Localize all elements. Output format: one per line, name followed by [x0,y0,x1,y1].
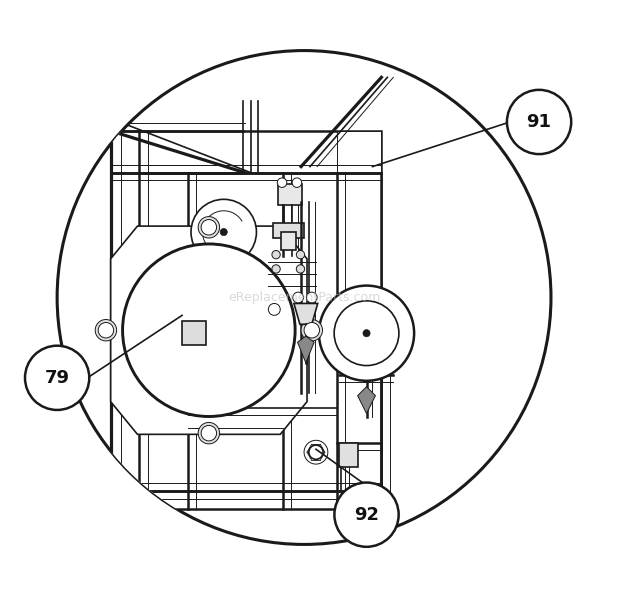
Circle shape [293,292,303,303]
Circle shape [334,301,399,365]
Polygon shape [111,226,307,434]
Circle shape [296,265,304,273]
Circle shape [272,250,280,259]
Circle shape [25,346,89,410]
Circle shape [334,483,399,547]
Circle shape [57,51,551,544]
Circle shape [123,244,295,416]
Circle shape [198,422,219,444]
Text: 79: 79 [45,369,69,387]
Circle shape [304,322,319,338]
Bar [337,131,381,509]
Circle shape [220,228,228,236]
Circle shape [363,330,370,337]
Bar [281,232,296,250]
Circle shape [301,320,322,341]
Bar [339,443,358,467]
Circle shape [268,303,280,315]
Circle shape [507,90,571,154]
Circle shape [191,199,257,265]
Circle shape [201,425,216,441]
Bar [273,223,304,238]
Circle shape [319,286,414,381]
Circle shape [272,265,280,273]
Circle shape [201,220,216,235]
Circle shape [277,178,287,187]
Text: 92: 92 [354,506,379,524]
Text: eReplacementParts.com: eReplacementParts.com [228,291,380,304]
Circle shape [98,322,113,338]
Circle shape [292,178,302,187]
Circle shape [309,445,323,459]
Polygon shape [298,336,314,363]
Circle shape [198,217,219,238]
Polygon shape [358,387,376,414]
Polygon shape [294,303,317,324]
Circle shape [296,250,304,259]
Bar [278,184,303,205]
Bar [182,321,206,345]
Circle shape [306,292,317,303]
Circle shape [95,320,117,341]
Text: 91: 91 [526,113,552,131]
Bar [111,131,381,509]
